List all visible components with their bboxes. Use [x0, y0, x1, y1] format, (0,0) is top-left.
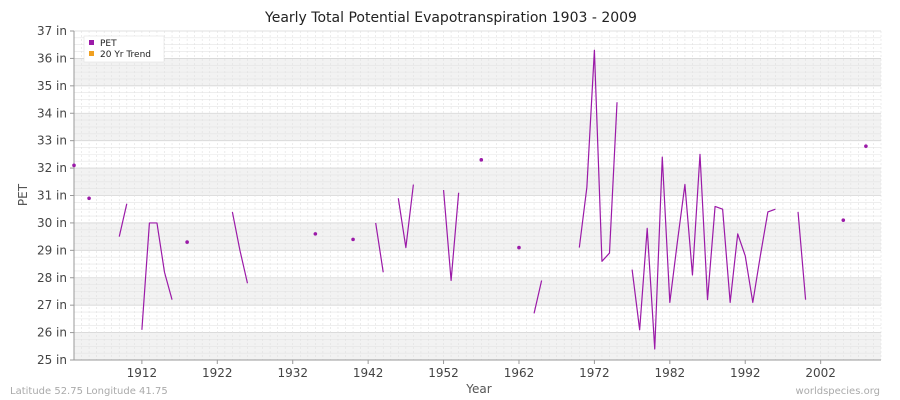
y-tick-label: 29 in [37, 243, 67, 257]
y-tick-label: 27 in [37, 298, 67, 312]
pet-point [841, 218, 846, 222]
x-tick-label: 1942 [353, 366, 384, 380]
pet-line-segment [797, 211, 807, 300]
y-tick-labels: 25 in 26 in 27 in 28 in 29 in 30 in 31 in 32 in… [37, 24, 74, 367]
pet-point [72, 163, 76, 168]
pet-line-segment [231, 211, 249, 284]
pet-line-segment [118, 203, 128, 237]
x-tick-label: 1922 [202, 366, 233, 380]
y-tick-label: 31 in [37, 189, 67, 203]
x-tick-label: 1972 [579, 366, 610, 380]
pet-line-segment [442, 189, 460, 282]
pet-point [864, 144, 868, 148]
legend-swatch-pet [89, 40, 94, 45]
y-tick-label: 26 in [37, 326, 67, 340]
pet-line-segment [141, 222, 173, 330]
y-tick-label: 33 in [37, 134, 67, 148]
y-tick-label: 34 in [37, 106, 67, 120]
pet-line-segment [631, 153, 776, 350]
legend-label-pet: PET [100, 39, 117, 49]
footer-site: worldspecies.org [796, 386, 880, 397]
x-tick-label: 1952 [428, 366, 459, 380]
pet-point [87, 196, 91, 201]
y-tick-label: 35 in [37, 79, 67, 93]
pet-point [479, 158, 484, 162]
legend-swatch-trend [89, 51, 94, 56]
x-tick-label: 1912 [127, 366, 158, 380]
x-tick-label: 2002 [805, 366, 836, 380]
pet-point [351, 237, 355, 242]
y-tick-label: 36 in [37, 51, 67, 65]
x-tick-labels: 1912 1922 1932 1942 1952 1962 1972 1982 1992 2002 [127, 360, 836, 380]
pet-line-segment [533, 280, 543, 314]
y-tick-label: 28 in [37, 271, 67, 285]
x-tick-label: 1982 [655, 366, 686, 380]
legend-box [83, 35, 165, 63]
x-tick-label: 1992 [730, 366, 761, 380]
x-axis-title: Year [465, 382, 491, 396]
y-tick-label: 32 in [37, 161, 67, 175]
y-tick-label: 25 in [37, 353, 67, 367]
pet-line-segment [578, 49, 618, 262]
pet-point [185, 240, 189, 244]
grid-lines [73, 30, 882, 361]
footer-coordinates: Latitude 52.75 Longitude 41.75 [10, 386, 168, 397]
y-tick-label: 30 in [37, 216, 67, 230]
pet-point [313, 232, 318, 236]
legend: PET 20 Yr Trend [83, 35, 165, 63]
y-axis-title: PET [16, 183, 30, 206]
y-tick-label: 37 in [37, 24, 67, 38]
x-tick-label: 1962 [504, 366, 535, 380]
series-layer [72, 49, 868, 350]
chart-title: Yearly Total Potential Evapotranspiratio… [264, 10, 637, 26]
pet-line-segment [397, 184, 414, 249]
pet-point [517, 245, 521, 250]
pet-line-segment [375, 222, 384, 273]
legend-label-trend: 20 Yr Trend [100, 50, 151, 60]
x-tick-label: 1932 [277, 366, 308, 380]
